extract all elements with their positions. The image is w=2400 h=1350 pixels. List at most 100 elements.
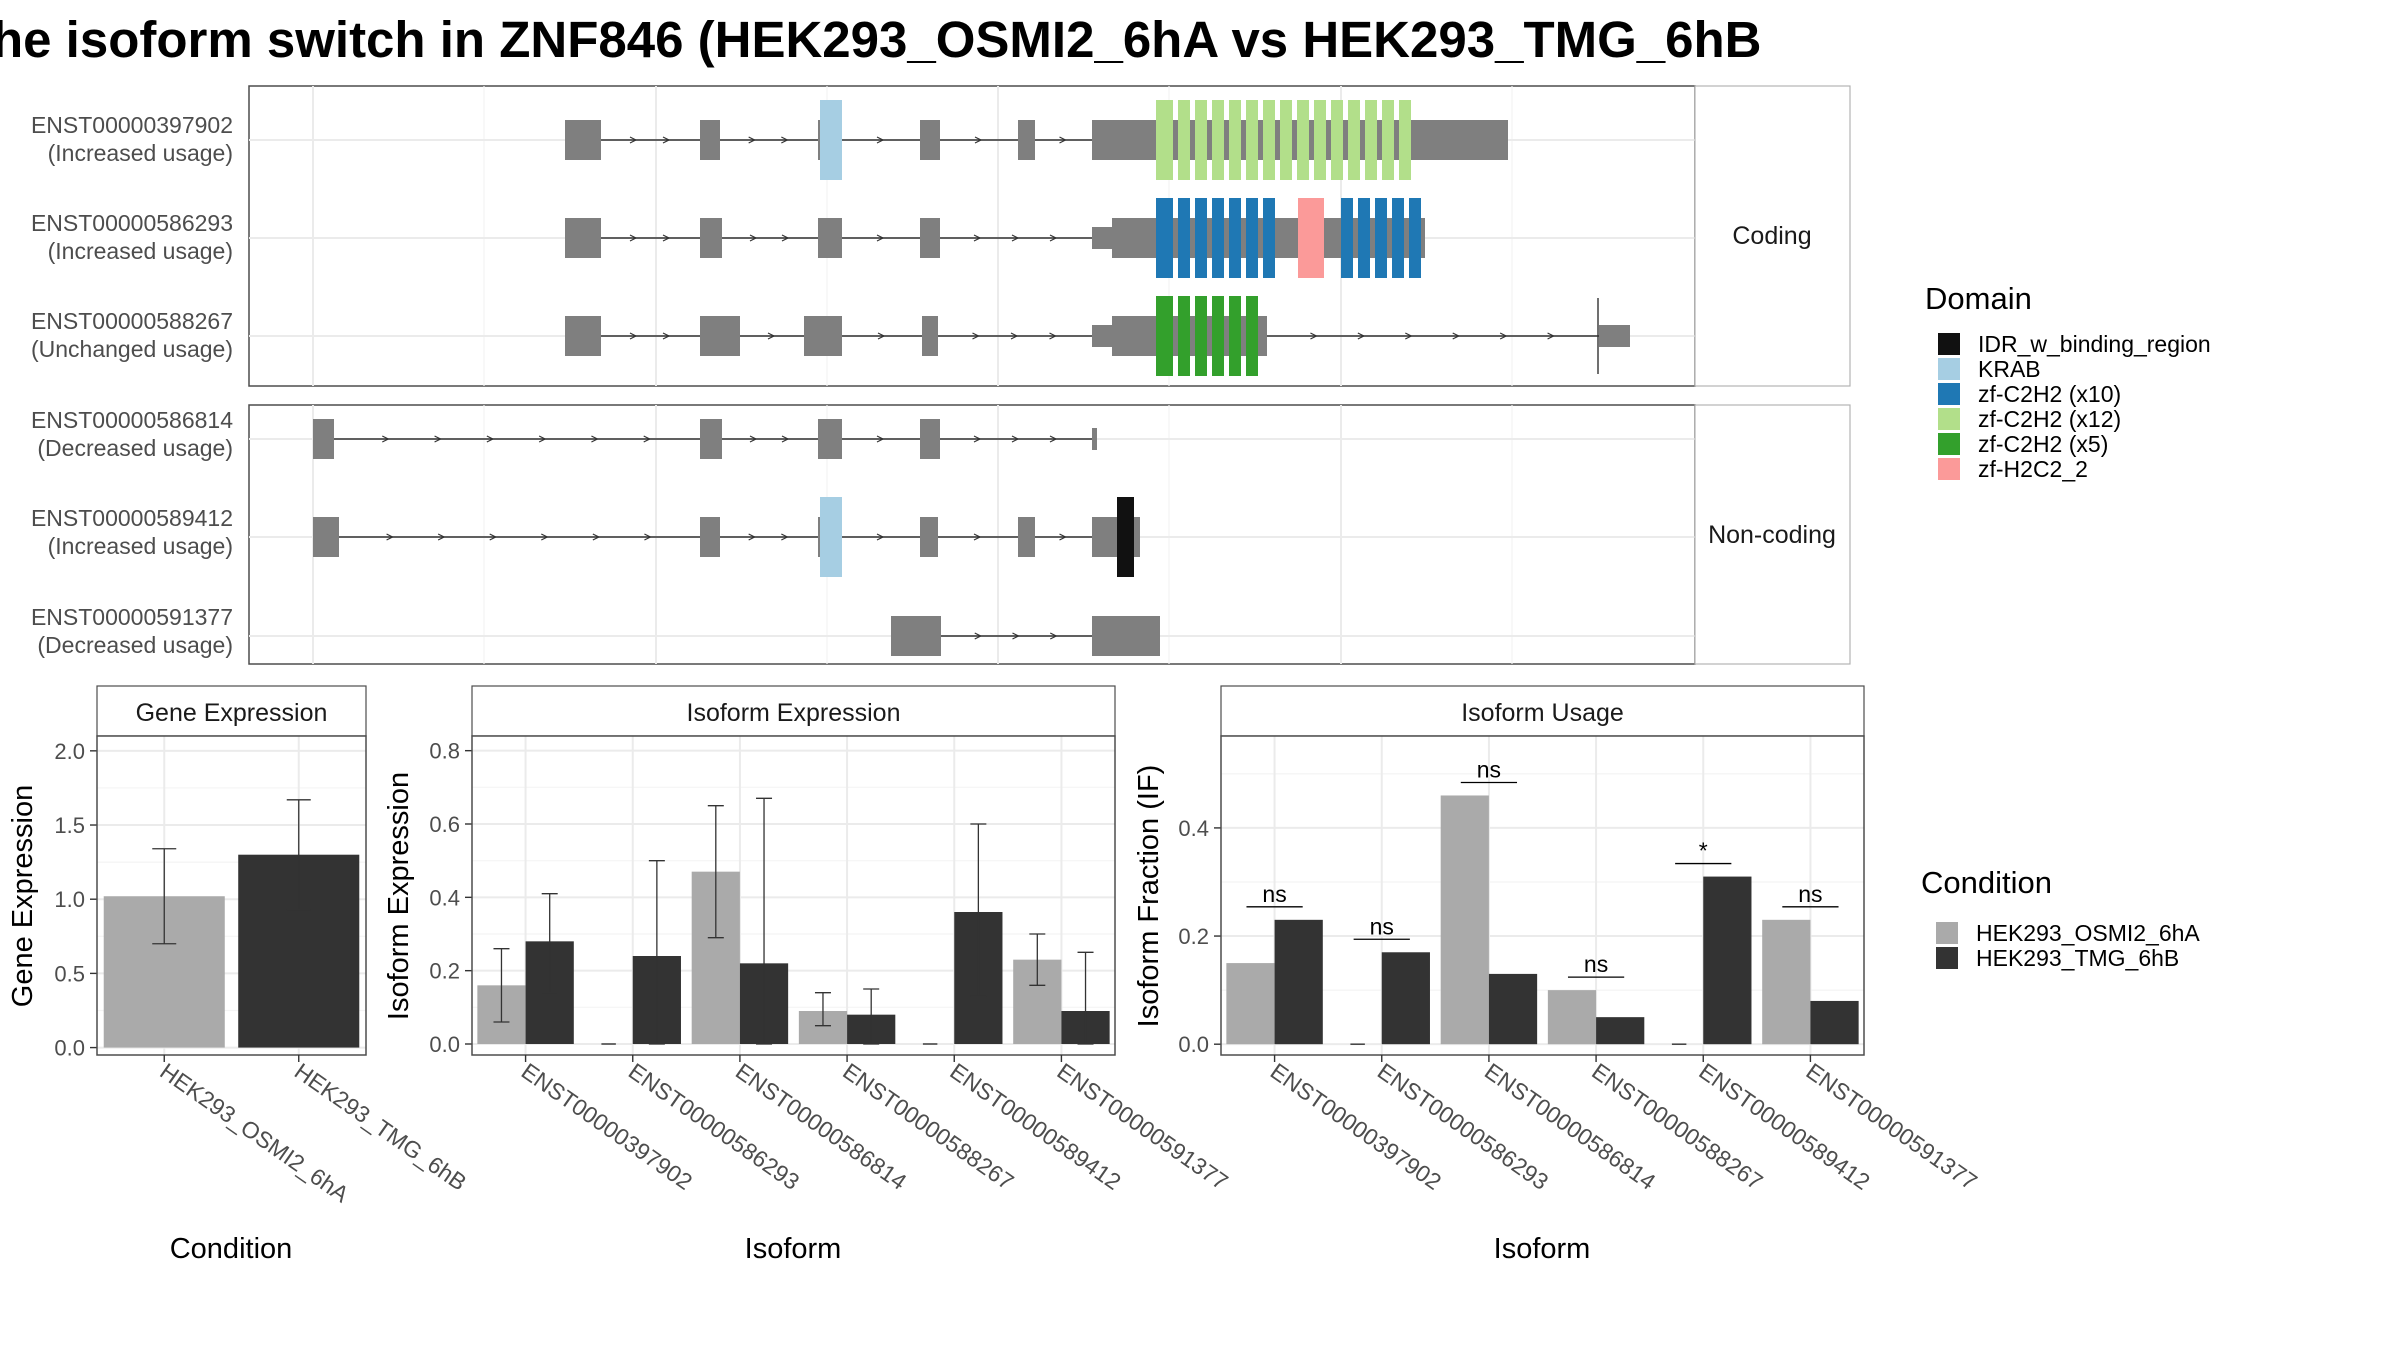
significance-label: ns — [1584, 951, 1608, 977]
chart-title: Isoform Usage — [1461, 699, 1624, 727]
bar — [1381, 952, 1430, 1045]
y-tick-label: 0.2 — [1178, 924, 1209, 949]
intron-arrow — [629, 234, 638, 242]
exon-block — [700, 419, 722, 459]
domain-block — [1263, 100, 1275, 180]
intron-arrow — [781, 435, 790, 443]
significance-label: ns — [1477, 756, 1501, 782]
intron-arrow — [876, 533, 885, 541]
intron-arrow — [1010, 332, 1019, 340]
tx-label-id: ENST00000589412 — [31, 505, 233, 531]
intron-arrow — [1499, 332, 1508, 340]
exon-block — [818, 419, 842, 459]
domain-block — [1399, 100, 1411, 180]
intron-arrow — [973, 234, 982, 242]
intron-arrow — [489, 533, 498, 541]
domain-block — [1178, 198, 1190, 278]
panel-border — [1220, 735, 1865, 1056]
intron-arrow — [1049, 332, 1057, 340]
x-tick-label: ENST00000588267 — [1587, 1058, 1767, 1195]
intron-arrow — [437, 533, 446, 541]
domain-block — [1156, 198, 1173, 278]
utr-block — [1425, 120, 1505, 160]
domain-block — [1212, 100, 1224, 180]
intron-arrow — [973, 533, 982, 541]
exon-block — [920, 419, 940, 459]
exon-block — [1092, 325, 1112, 347]
x-tick-label: ENST00000591377 — [1802, 1058, 1982, 1195]
intron-arrow — [748, 533, 757, 541]
legend-key — [1936, 947, 1958, 969]
bar — [1274, 919, 1323, 1045]
intron-arrow — [748, 136, 757, 144]
domain-block — [1212, 296, 1224, 376]
domain-block — [1246, 198, 1258, 278]
facet-strip — [471, 685, 1116, 737]
x-tick-label: ENST00000589412 — [1694, 1058, 1874, 1195]
intron-arrow — [592, 533, 601, 541]
exon-block — [565, 218, 601, 258]
bar — [1547, 990, 1597, 1045]
intron-arrow — [1049, 234, 1058, 242]
legend-label: zf-C2H2 (x10) — [1978, 381, 2121, 407]
exon-block — [1092, 428, 1097, 450]
domain-block — [1392, 198, 1404, 278]
intron-arrow — [662, 234, 671, 242]
intron-arrow — [749, 435, 758, 443]
y-axis-title: Gene Expression — [7, 785, 39, 1007]
panel-border — [471, 735, 1116, 1056]
legend-label: IDR_w_binding_region — [1978, 331, 2211, 357]
intron-arrow — [1011, 234, 1020, 242]
domain-block — [1341, 198, 1353, 278]
condition-legend-title: Condition — [1921, 865, 2052, 900]
domain-block — [1365, 100, 1377, 180]
exon-block — [313, 517, 339, 557]
x-tick-label: ENST00000397902 — [517, 1058, 697, 1195]
intron-arrow — [974, 632, 983, 640]
y-tick-label: 0.6 — [429, 812, 460, 837]
intron-arrow — [662, 332, 671, 340]
exon-block — [804, 316, 842, 356]
intron-arrow — [781, 533, 789, 541]
domain-block — [1212, 198, 1224, 278]
strip-coding — [1694, 85, 1851, 387]
intron-arrow — [1049, 632, 1058, 640]
y-axis-title: Isoform Fraction (IF) — [1133, 765, 1165, 1028]
bar — [1596, 1017, 1645, 1045]
tx-label-usage: (Decreased usage) — [37, 435, 233, 461]
x-tick-label: ENST00000588267 — [838, 1058, 1018, 1195]
bar — [1488, 973, 1538, 1045]
exon-block — [1092, 517, 1116, 557]
intron-arrow — [662, 136, 671, 144]
y-tick-label: 0.0 — [54, 1036, 85, 1061]
intron-arrow — [1452, 332, 1461, 340]
legend-key — [1938, 433, 1960, 455]
intron-arrow — [1049, 435, 1058, 443]
intron-arrow — [541, 533, 549, 541]
exon-block — [1018, 120, 1035, 160]
intron-arrow — [876, 435, 885, 443]
exon-block — [313, 419, 334, 459]
tx-label-usage: (Decreased usage) — [37, 632, 233, 658]
legend-label: HEK293_TMG_6hB — [1976, 945, 2179, 971]
bar — [1703, 876, 1752, 1045]
exon-block — [818, 218, 842, 258]
exon-block — [700, 316, 740, 356]
intron-arrow — [629, 136, 638, 144]
intron-arrow — [876, 234, 885, 242]
isoform-usage-chart: Isoform Usage 0.0 0.2 0.4 ns ns ns ns * ns ENST000… — [1133, 685, 1982, 1265]
x-axis-title: Isoform — [745, 1233, 842, 1265]
domain-block — [1195, 198, 1207, 278]
legend-label: zf-C2H2 (x12) — [1978, 406, 2121, 432]
exon-block — [565, 120, 601, 160]
transcript-structure-row — [313, 419, 1097, 459]
exon-block — [700, 218, 722, 258]
y-tick-label: 1.5 — [54, 813, 85, 838]
domain-block — [1314, 100, 1326, 180]
intron-arrow — [629, 332, 638, 340]
y-tick-label: 0.0 — [1178, 1032, 1209, 1057]
transcript-labels: ENST00000397902 (Increased usage) ENST00… — [31, 112, 233, 658]
exon-block — [700, 517, 718, 557]
intron-arrow — [876, 136, 885, 144]
